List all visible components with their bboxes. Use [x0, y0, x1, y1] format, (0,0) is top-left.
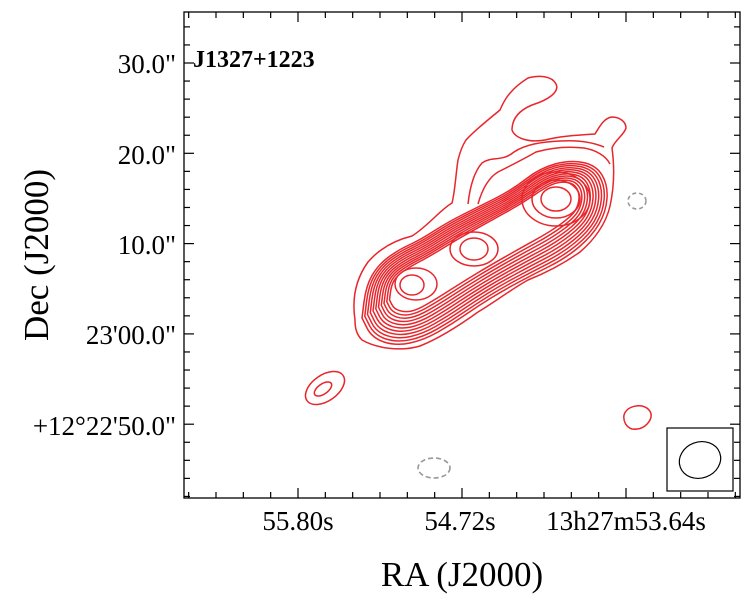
positive-contour [449, 231, 499, 267]
positive-contour [313, 381, 333, 397]
contour-layer [304, 75, 652, 479]
positive-contour [531, 179, 581, 219]
positive-contour [477, 146, 611, 205]
beam-indicator [666, 427, 734, 492]
negative-contour [417, 457, 451, 479]
y-axis-title: Dec (J2000) [17, 169, 56, 341]
positive-contour [375, 171, 594, 329]
positive-contour [361, 160, 608, 346]
beam-box [666, 427, 734, 492]
positive-contour [467, 140, 605, 205]
positive-contour [521, 171, 591, 227]
positive-contour [623, 405, 652, 430]
beam-ellipse [678, 441, 722, 479]
y-tick-label: 20.0" [118, 140, 176, 170]
x-tick-label: 13h27m53.64s [546, 506, 706, 536]
positive-contour [364, 162, 606, 342]
source-label: J1327+1223 [193, 47, 315, 73]
x-tick-label: 55.80s [262, 506, 333, 536]
positive-contour [369, 166, 600, 336]
tick-labels: 30.0" 20.0" 10.0" 23'00.0" +12°22'50.0" … [33, 49, 706, 536]
x-axis-title: RA (J2000) [381, 555, 543, 594]
positive-contour [366, 164, 603, 339]
positive-contour [377, 173, 592, 326]
positive-contour [540, 186, 572, 212]
positive-contour [399, 274, 425, 296]
y-tick-label: 30.0" [118, 49, 176, 79]
x-tick-label: 54.72s [424, 506, 495, 536]
positive-contour [304, 370, 346, 406]
y-tick-label: +12°22'50.0" [33, 411, 176, 441]
positive-contour [459, 237, 489, 261]
positive-contour [394, 267, 438, 301]
positive-contour [383, 177, 586, 319]
positive-contour [372, 169, 597, 332]
negative-contour [627, 192, 647, 210]
positive-contour [353, 75, 627, 350]
y-tick-label: 23'00.0" [86, 320, 176, 350]
axis-ticks [184, 12, 740, 498]
y-tick-label: 10.0" [118, 230, 176, 260]
positive-contour [386, 179, 583, 316]
